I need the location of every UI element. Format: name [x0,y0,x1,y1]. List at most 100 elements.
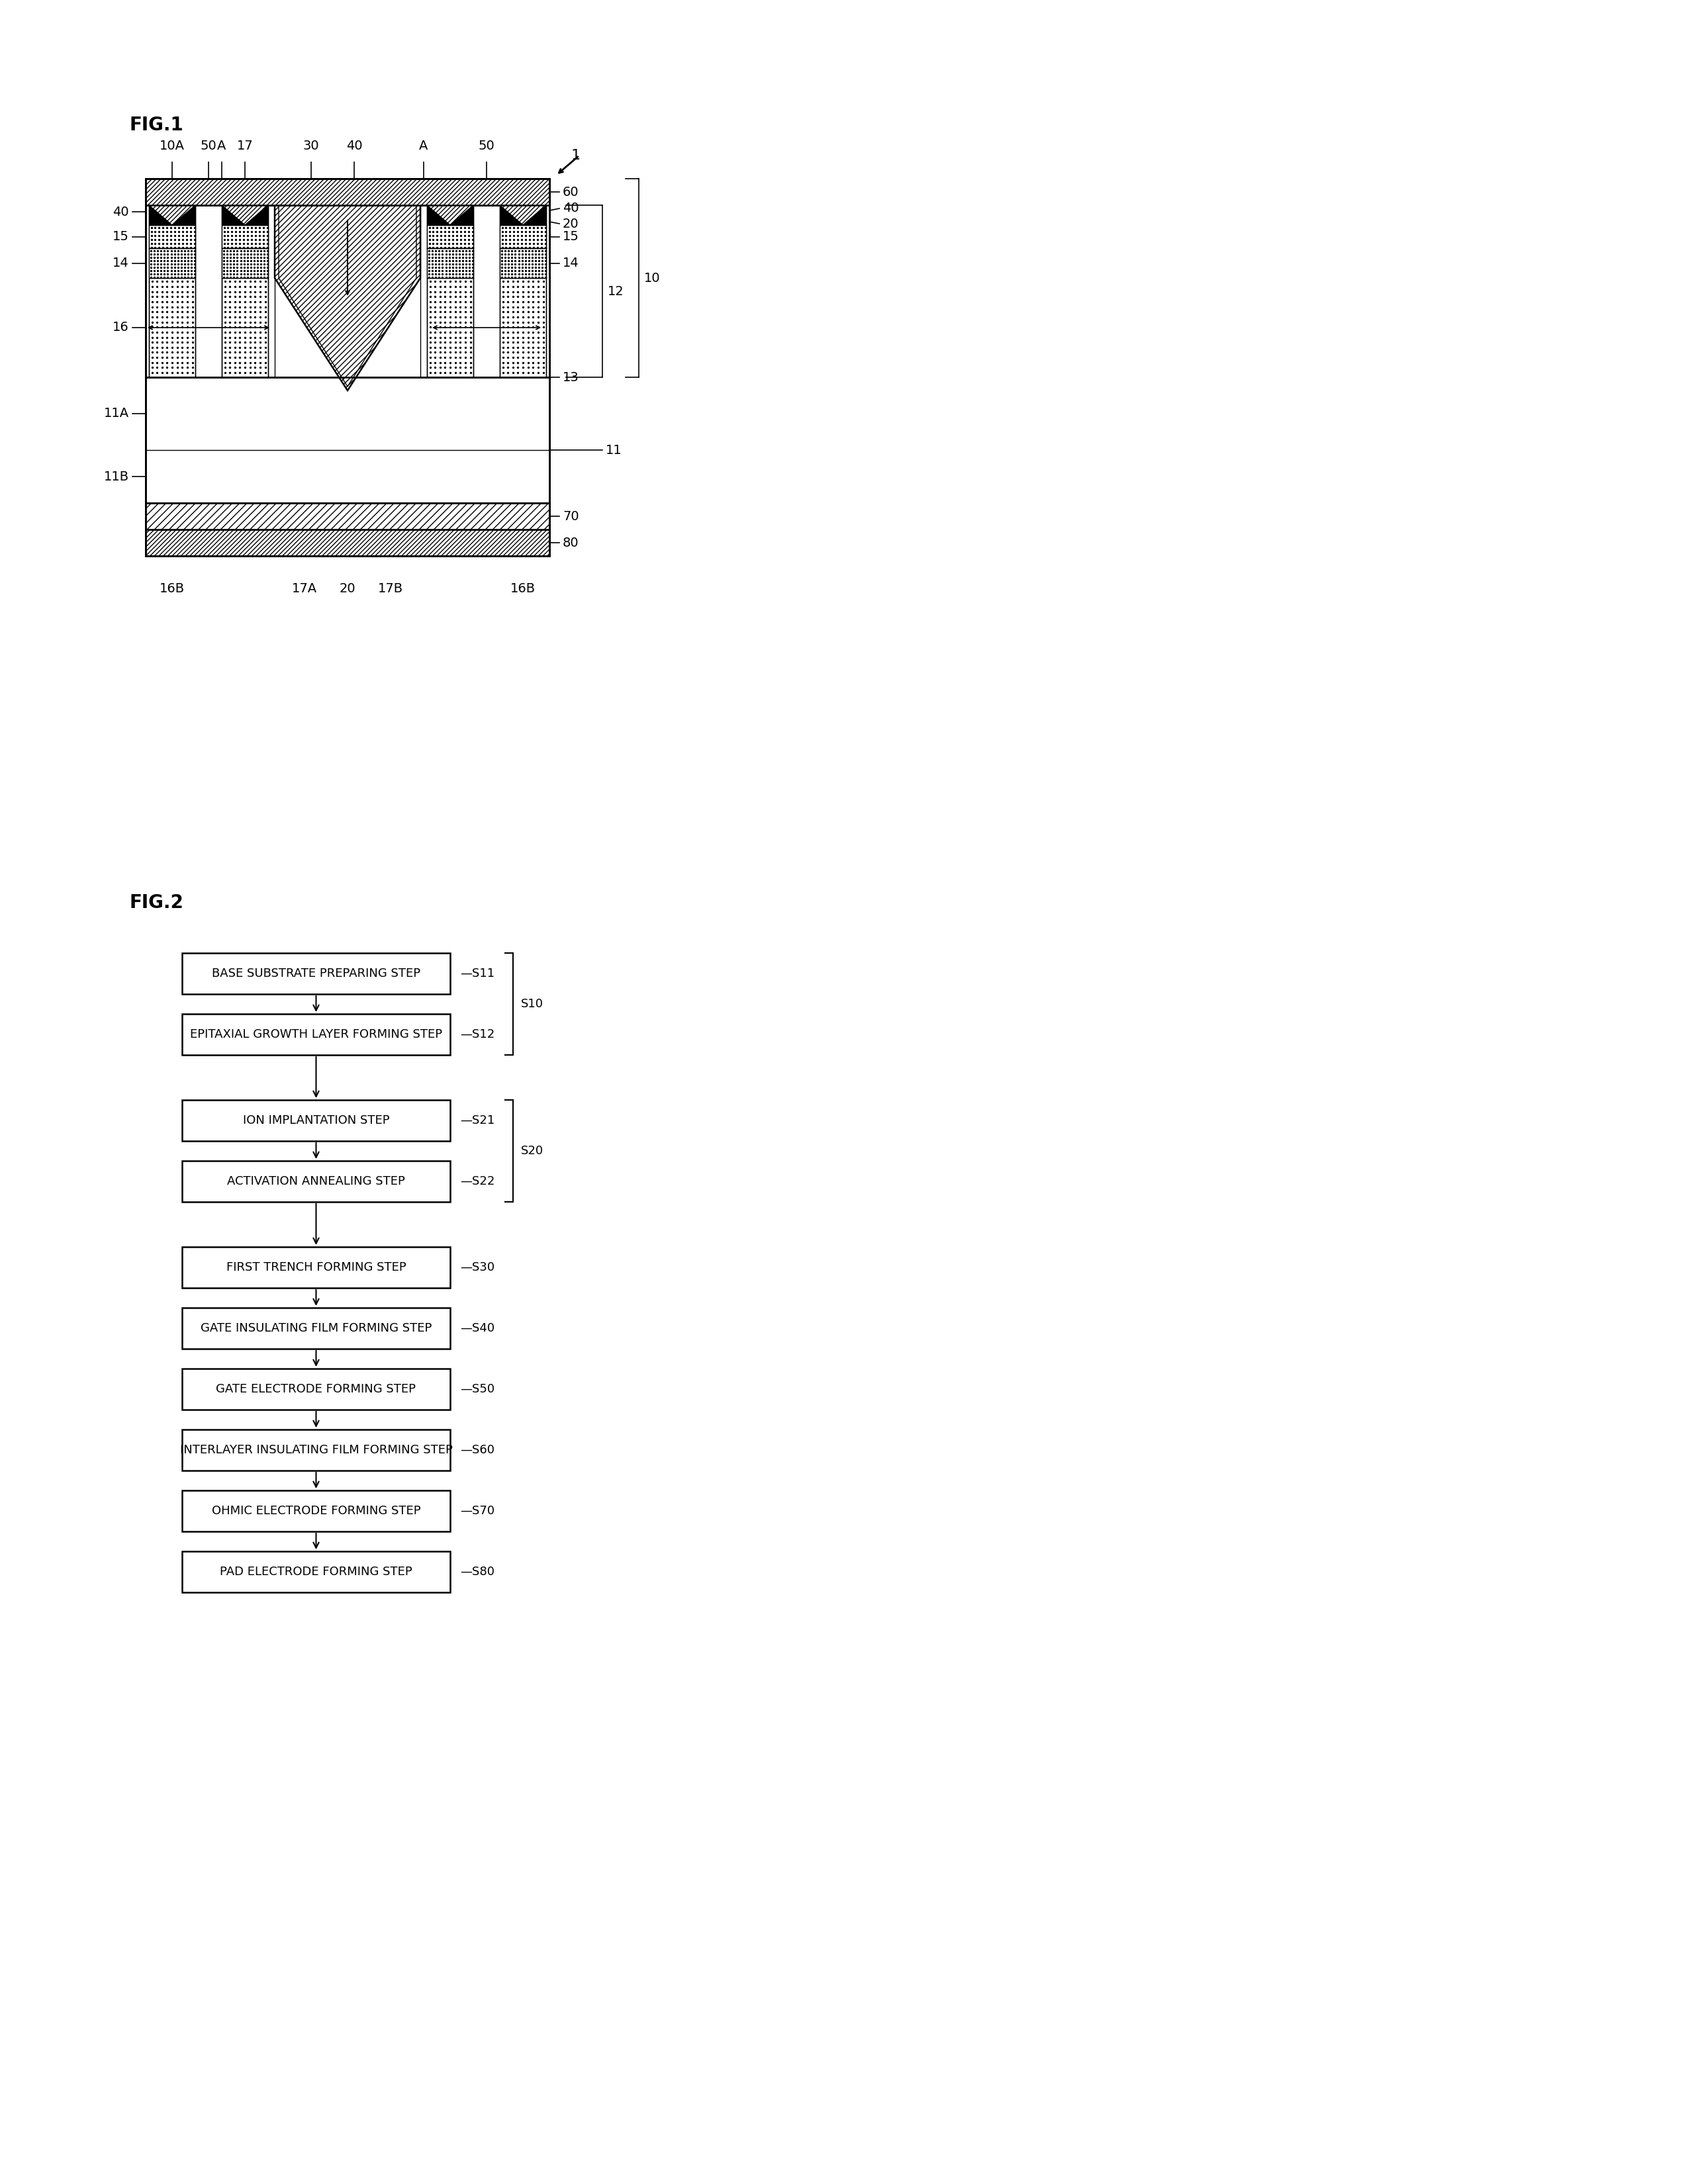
Text: PAD ELECTRODE FORMING STEP: PAD ELECTRODE FORMING STEP [219,1566,412,1577]
Bar [145,205,549,378]
Text: 80: 80 [562,537,579,548]
Bar [149,225,196,249]
Bar [149,249,196,277]
Text: 14: 14 [113,258,128,269]
Bar [547,205,549,378]
Text: 10: 10 [645,271,660,284]
Text: FIG.2: FIG.2 [128,893,184,913]
Bar [427,205,473,225]
Text: 16B: 16B [510,583,535,594]
Bar [145,502,549,529]
Polygon shape [275,205,420,391]
Text: 50: 50 [478,140,495,153]
Text: GATE ELECTRODE FORMING STEP: GATE ELECTRODE FORMING STEP [216,1382,415,1396]
Text: 16: 16 [113,321,128,334]
Text: 17B: 17B [378,583,403,594]
Bar [182,1013,451,1055]
Text: FIRST TRENCH FORMING STEP: FIRST TRENCH FORMING STEP [226,1262,407,1273]
Text: 10A: 10A [160,140,184,153]
Text: 40: 40 [562,203,579,214]
Bar [182,1369,451,1409]
Bar [221,205,268,225]
Bar [221,225,268,249]
Text: 30: 30 [302,140,319,153]
Text: 20: 20 [562,218,579,229]
Bar [427,277,473,378]
Bar [145,179,549,205]
Text: A: A [218,140,226,153]
Bar [473,205,500,378]
Text: 70: 70 [562,509,579,522]
Text: 15: 15 [113,229,128,242]
Polygon shape [149,205,196,225]
Bar [182,1247,451,1289]
Bar [145,529,549,557]
Text: S10: S10 [522,998,544,1009]
Text: —S11: —S11 [461,968,495,978]
Text: 50: 50 [201,140,216,153]
Bar [145,179,549,557]
Text: —S40: —S40 [461,1321,495,1334]
Text: —S12: —S12 [461,1029,495,1040]
Bar [500,277,547,378]
Bar [182,1162,451,1201]
Text: 20: 20 [339,583,356,594]
Bar [420,205,427,378]
Text: 11A: 11A [105,408,128,419]
Text: 14: 14 [562,258,579,269]
Bar [182,1308,451,1350]
Text: —S60: —S60 [461,1444,495,1457]
Text: 16B: 16B [159,583,184,594]
Text: S20: S20 [522,1144,544,1158]
Text: —S21: —S21 [461,1114,495,1127]
Text: 15: 15 [562,229,579,242]
Text: GATE INSULATING FILM FORMING STEP: GATE INSULATING FILM FORMING STEP [201,1321,432,1334]
Text: 40: 40 [346,140,363,153]
Text: 11: 11 [606,443,623,456]
Text: EPITAXIAL GROWTH LAYER FORMING STEP: EPITAXIAL GROWTH LAYER FORMING STEP [191,1029,442,1040]
Bar [427,225,473,249]
Text: 11B: 11B [105,470,128,483]
Polygon shape [500,205,547,225]
Bar [182,952,451,994]
Bar [500,225,547,249]
Text: INTERLAYER INSULATING FILM FORMING STEP: INTERLAYER INSULATING FILM FORMING STEP [179,1444,452,1457]
Text: ACTIVATION ANNEALING STEP: ACTIVATION ANNEALING STEP [228,1175,405,1188]
Text: 1: 1 [571,149,581,162]
Bar [182,1551,451,1592]
Text: BASE SUBSTRATE PREPARING STEP: BASE SUBSTRATE PREPARING STEP [211,968,420,978]
Text: 40: 40 [113,205,128,218]
Bar [500,205,547,225]
Bar [145,179,549,205]
Text: 60: 60 [562,186,579,199]
Bar [500,249,547,277]
Text: —S22: —S22 [461,1175,495,1188]
Bar [427,249,473,277]
Bar [145,378,549,502]
Bar [221,249,268,277]
Bar [182,1489,451,1531]
Bar [149,205,196,225]
Polygon shape [221,205,268,225]
Bar [268,205,275,378]
Text: —S30: —S30 [461,1262,495,1273]
Text: OHMIC ELECTRODE FORMING STEP: OHMIC ELECTRODE FORMING STEP [211,1505,420,1518]
Text: 17A: 17A [292,583,317,594]
Polygon shape [427,205,473,225]
Bar [149,277,196,378]
Text: A: A [419,140,429,153]
Bar [145,205,149,378]
Text: 17: 17 [236,140,253,153]
Text: —S70: —S70 [461,1505,495,1518]
Bar [182,1101,451,1140]
Bar [221,277,268,378]
Text: —S50: —S50 [461,1382,495,1396]
Bar [196,205,221,378]
Text: 12: 12 [608,284,625,297]
Text: 13: 13 [562,371,579,384]
Bar [182,1431,451,1470]
Text: FIG.1: FIG.1 [128,116,184,135]
Bar [145,179,549,557]
Text: ION IMPLANTATION STEP: ION IMPLANTATION STEP [243,1114,390,1127]
Text: —S80: —S80 [461,1566,495,1577]
